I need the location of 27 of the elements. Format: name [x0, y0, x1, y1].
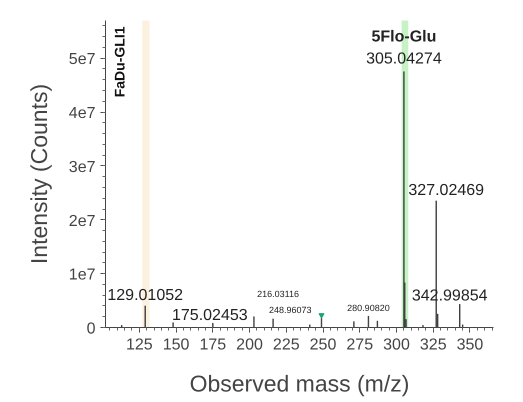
y-tick-label: 2e7: [68, 212, 96, 230]
y-tick-label: 4e7: [68, 105, 96, 122]
annotation: 248.96073: [268, 304, 312, 315]
x-tick-label: 125: [126, 336, 153, 354]
annotation: 305.04274: [366, 50, 442, 68]
y-tick-label: 3e7: [68, 158, 96, 176]
x-tick-label: 350: [456, 336, 484, 354]
x-axis-title: Observed mass (m/z): [190, 370, 410, 396]
x-tick-label: 175: [199, 336, 226, 354]
x-tick-label: 325: [420, 336, 447, 354]
x-tick-label: 250: [310, 336, 336, 354]
annotation: 129.01052: [107, 286, 184, 304]
x-tick-label: 200: [236, 336, 263, 354]
y-tick-label: 5e7: [68, 51, 96, 68]
x-tick-label: 150: [162, 336, 190, 354]
annotation: 5Flo-Glu: [371, 28, 436, 46]
annotation: FaDu-GLI1: [112, 26, 128, 98]
y-tick-label: 0: [86, 320, 96, 338]
y-axis-title: Intensity (Counts): [26, 84, 52, 264]
annotation: 280.90820: [347, 303, 390, 314]
x-tick-label: 300: [383, 336, 410, 354]
x-tick-label: 225: [272, 336, 300, 354]
x-tick-label: 275: [346, 336, 374, 354]
annotation: 175.02453: [172, 307, 248, 324]
annotation: 216.03116: [257, 288, 300, 299]
annotation: 327.02469: [408, 182, 484, 199]
y-tick-label: 1e7: [68, 266, 96, 284]
